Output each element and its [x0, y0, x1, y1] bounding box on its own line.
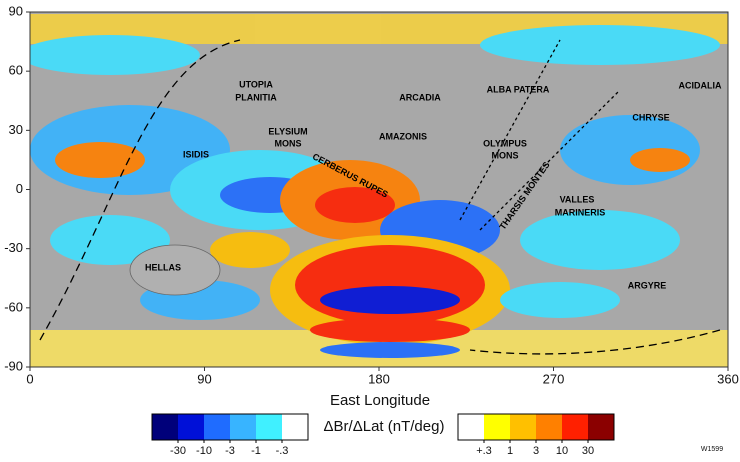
colorbar-cell: [536, 414, 562, 440]
colorbar-cell: [484, 414, 510, 440]
place-name: MONS: [275, 138, 302, 148]
place-name: UTOPIA: [239, 79, 273, 89]
colorbar-tick-label: -1: [251, 445, 261, 457]
place-name: MARINERIS: [555, 207, 606, 217]
colorbar-cell: [152, 414, 178, 440]
place-name: ALBA PATERA: [487, 84, 550, 94]
colorbar-cell: [178, 414, 204, 440]
colorbar-cell: [230, 414, 256, 440]
y-tick-label: 0: [16, 181, 23, 196]
x-axis-title: East Longitude: [330, 392, 430, 409]
place-name: MONS: [492, 150, 519, 160]
colorbar-cell: [458, 414, 484, 440]
place-name: ACIDALIA: [679, 80, 722, 90]
place-name: OLYMPUS: [483, 138, 527, 148]
x-tick-label: 90: [197, 371, 211, 386]
colorbar-tick-label: -30: [170, 445, 186, 457]
x-tick-label: 0: [26, 371, 33, 386]
colorbar-cell: [588, 414, 614, 440]
colorbar-cell: [282, 414, 308, 440]
y-tick-label: 60: [9, 63, 23, 78]
colorbar-cell: [562, 414, 588, 440]
y-tick-label: -90: [4, 358, 23, 373]
place-name: CHRYSE: [632, 112, 669, 122]
colorbar-tick-label: +.3: [476, 445, 492, 457]
y-tick-label: 30: [9, 122, 23, 137]
colorbar-tick-label: 30: [582, 445, 594, 457]
map-image: [30, 12, 728, 367]
colorbar-tick-label: -.3: [276, 445, 289, 457]
figure-code: W1599: [701, 446, 723, 453]
colorbar-tick-label: -3: [225, 445, 235, 457]
place-name: AMAZONIS: [379, 131, 427, 141]
place-name: ELYSIUM: [268, 126, 307, 136]
place-name: HELLAS: [145, 262, 181, 272]
x-tick-label: 180: [368, 371, 390, 386]
place-name: ARCADIA: [399, 92, 441, 102]
colorbar-tick-label: 1: [507, 445, 513, 457]
colorbar-title: ΔBr/ΔLat (nT/deg): [324, 418, 445, 435]
colorbar-tick-label: 3: [533, 445, 539, 457]
place-name: VALLES: [560, 194, 595, 204]
x-tick-label: 360: [717, 371, 739, 386]
colorbar-cell: [204, 414, 230, 440]
y-tick-label: 90: [9, 3, 23, 18]
y-tick-label: -60: [4, 299, 23, 314]
colorbar-cell: [256, 414, 282, 440]
place-name: ARGYRE: [628, 280, 667, 290]
colorbar-tick-label: 10: [556, 445, 568, 457]
y-tick-label: -30: [4, 240, 23, 255]
x-tick-label: 270: [543, 371, 565, 386]
place-name: ISIDIS: [183, 149, 209, 159]
colorbar-cell: [510, 414, 536, 440]
colorbar-tick-label: -10: [196, 445, 212, 457]
place-name: PLANITIA: [235, 92, 277, 102]
